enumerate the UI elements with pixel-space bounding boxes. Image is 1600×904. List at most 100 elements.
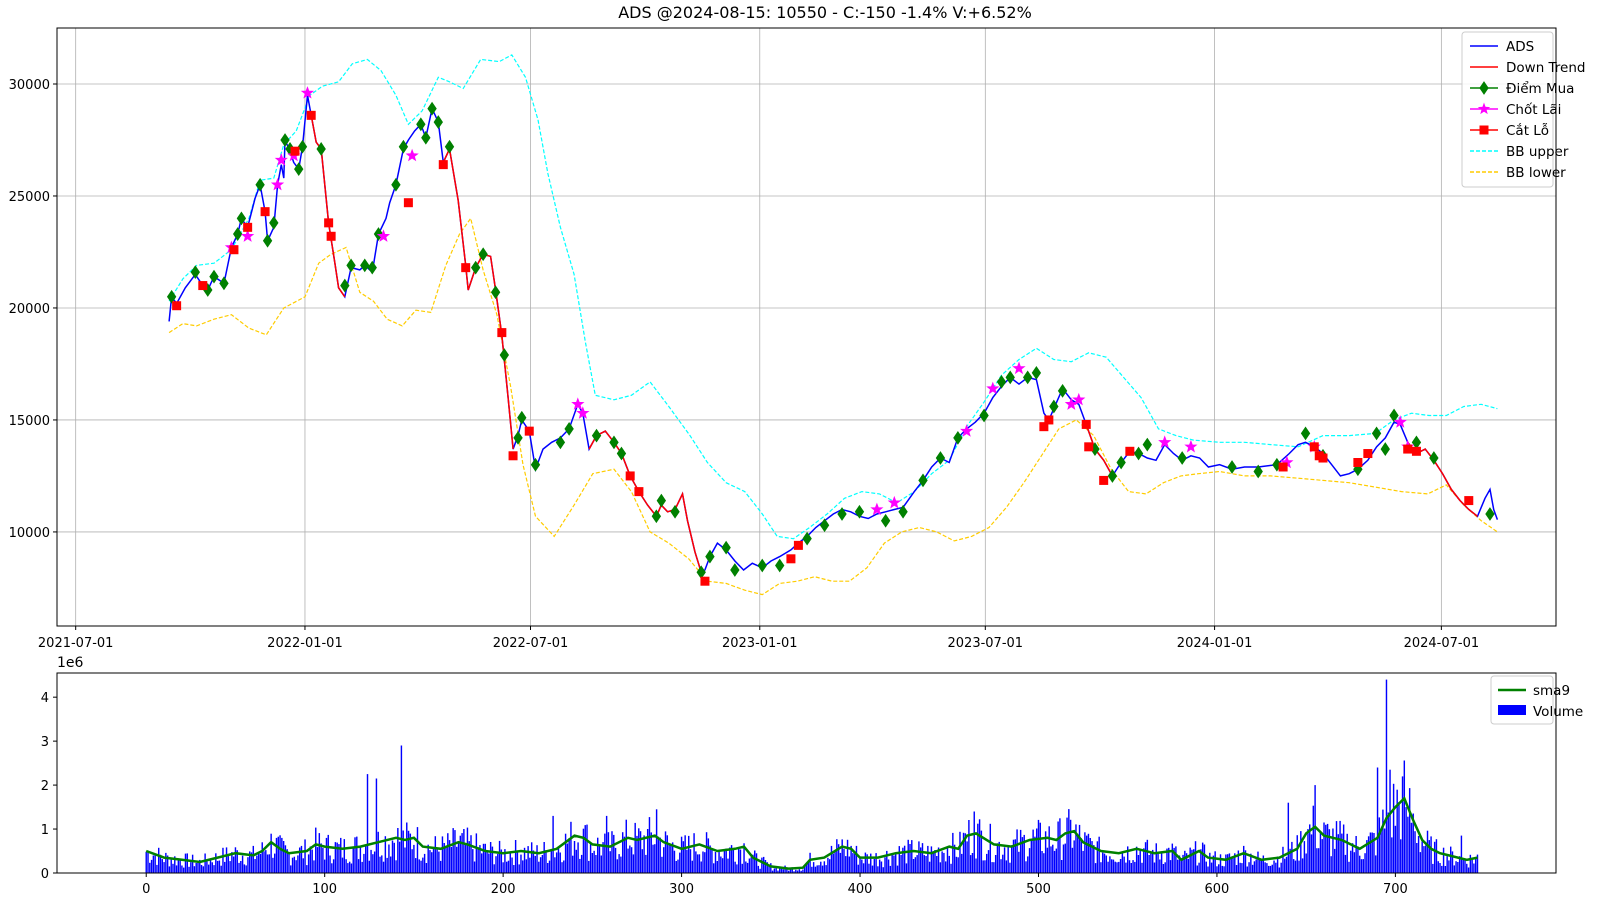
- volume-bar: [1292, 859, 1295, 873]
- buy-point-marker: [819, 518, 830, 533]
- stop-loss-marker: [172, 301, 182, 311]
- volume-bar: [507, 860, 510, 873]
- volume-bar: [1130, 863, 1132, 873]
- volume-bar: [1241, 863, 1243, 873]
- volume-bar: [1451, 851, 1454, 873]
- volume-bar: [336, 842, 338, 873]
- volume-bar: [554, 857, 556, 873]
- volume-bar: [422, 857, 424, 873]
- volume-bar: [946, 847, 949, 873]
- volume-bar: [936, 856, 938, 873]
- volume-bar: [1041, 851, 1043, 873]
- volume-bar: [745, 861, 747, 873]
- volume-bar: [1139, 850, 1141, 873]
- volume-bar: [445, 847, 447, 873]
- x-tick-label: 2023-07-01: [948, 636, 1024, 651]
- volume-x-tick-label: 300: [669, 882, 694, 897]
- volume-bar: [1221, 865, 1224, 873]
- volume-bar: [759, 868, 761, 873]
- buy-point-marker: [564, 422, 574, 436]
- legend-label-chot-lai: Chốt Lãi: [1506, 101, 1561, 118]
- x-tick-label: 2024-01-01: [1177, 636, 1253, 651]
- volume-bar: [827, 857, 829, 873]
- volume-bar: [841, 839, 843, 873]
- volume-bar: [179, 860, 181, 873]
- buy-point-marker: [398, 139, 409, 154]
- volume-bar: [1123, 856, 1125, 873]
- volume-bar: [427, 844, 429, 873]
- volume-bar: [250, 852, 253, 873]
- buy-point-marker: [854, 504, 865, 519]
- volume-bar: [754, 850, 756, 873]
- volume-bar: [1093, 845, 1095, 873]
- volume-bar: [1433, 841, 1436, 873]
- buy-point-marker: [255, 177, 265, 192]
- volume-bar: [1282, 846, 1284, 873]
- volume-bar: [334, 842, 337, 873]
- volume-bar: [388, 844, 390, 873]
- volume-bar: [1410, 822, 1413, 873]
- volume-bar: [934, 850, 936, 873]
- volume-bar: [441, 836, 444, 873]
- volume-bar: [306, 865, 308, 873]
- volume-bar: [955, 856, 958, 873]
- buy-point-marker: [232, 227, 243, 241]
- volume-bar: [1209, 852, 1211, 873]
- volume-bar: [845, 856, 847, 873]
- volume-bar: [714, 852, 717, 873]
- volume-bar: [1127, 846, 1129, 873]
- volume-bar: [356, 836, 358, 873]
- volume-bar: [281, 837, 283, 873]
- volume-bar: [386, 857, 388, 873]
- take-profit-marker: [405, 148, 419, 162]
- volume-bar: [643, 835, 645, 873]
- volume-bar: [969, 855, 972, 873]
- volume-bar: [309, 846, 312, 873]
- volume-bar: [1166, 848, 1168, 873]
- legend-label-sma9: sma9: [1533, 683, 1570, 699]
- volume-bar: [973, 811, 975, 873]
- volume-bar: [884, 857, 886, 873]
- volume-bar: [466, 827, 469, 873]
- volume-bar: [916, 855, 918, 873]
- volume-bar: [720, 856, 722, 873]
- volume-bar: [718, 851, 720, 873]
- volume-bar: [629, 845, 631, 873]
- volume-bar: [1237, 850, 1240, 873]
- buy-point-marker: [166, 289, 177, 304]
- volume-bar: [1353, 852, 1356, 873]
- volume-bar: [1244, 850, 1247, 873]
- volume-bar: [1034, 836, 1036, 873]
- volume-bar: [381, 855, 383, 873]
- volume-bar: [252, 845, 255, 873]
- volume-bar: [481, 853, 483, 873]
- buy-point-marker: [1142, 437, 1152, 452]
- volume-bar: [604, 833, 606, 873]
- volume-bar: [327, 834, 329, 873]
- volume-bar: [406, 822, 408, 873]
- take-profit-marker: [571, 397, 585, 410]
- volume-bar: [825, 865, 827, 873]
- volume-bar: [456, 846, 458, 873]
- volume-bar: [650, 832, 652, 873]
- volume-bar: [168, 866, 171, 873]
- volume-bar: [1360, 859, 1363, 873]
- buy-point-marker: [490, 285, 501, 300]
- volume-bar: [1005, 860, 1008, 873]
- volume-bar: [1296, 835, 1298, 873]
- stop-loss-marker: [1044, 415, 1054, 425]
- take-profit-marker: [1393, 415, 1407, 428]
- volume-bar: [552, 815, 554, 873]
- volume-bar: [1178, 855, 1181, 873]
- volume-bar: [1316, 848, 1318, 873]
- take-profit-marker: [376, 229, 391, 242]
- volume-bar: [182, 867, 185, 873]
- volume-bar: [1053, 850, 1056, 873]
- volume-bar: [675, 861, 677, 873]
- volume-bar: [1334, 848, 1336, 873]
- volume-y-tick-label: 0: [41, 867, 49, 882]
- volume-bar: [1230, 858, 1232, 873]
- volume-bar: [764, 860, 767, 873]
- volume-bar: [657, 836, 660, 873]
